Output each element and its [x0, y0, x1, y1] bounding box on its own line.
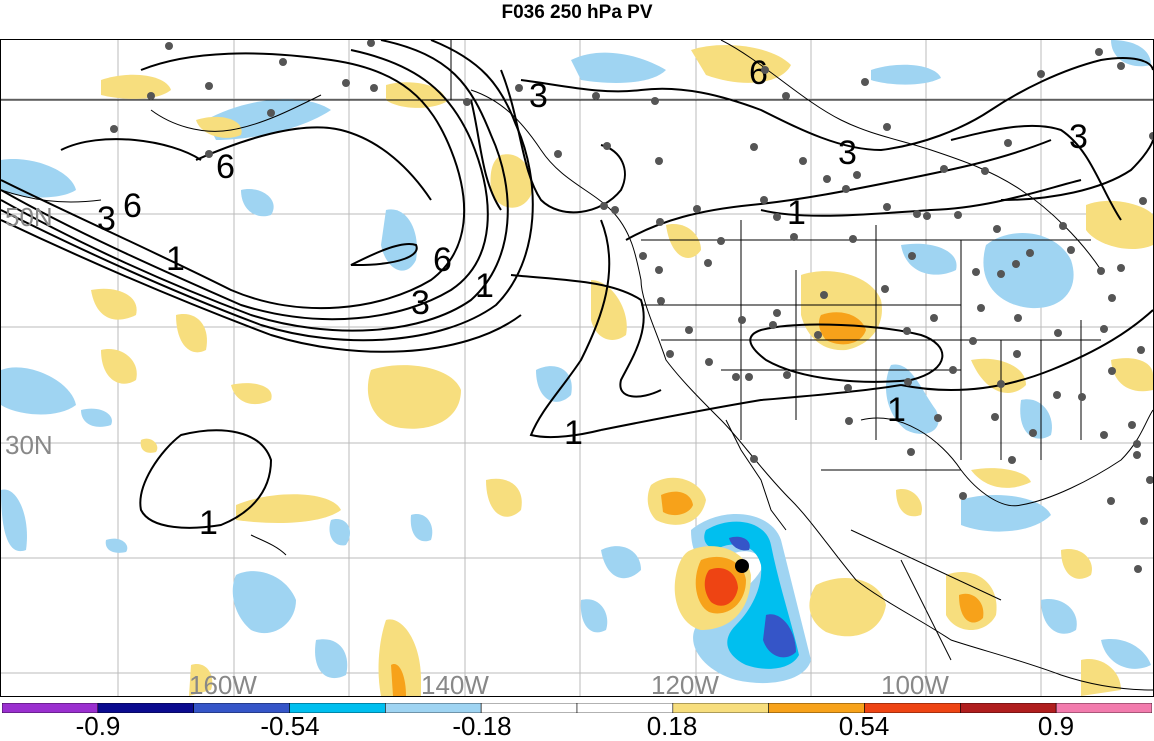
- contour-label: 1: [166, 240, 185, 278]
- pv-contours: [1, 40, 1153, 529]
- contour-label: 3: [838, 134, 857, 172]
- page-title: F036 250 hPa PV: [501, 2, 653, 23]
- pv-map: 6 3 6 3 1 6 3 1 3 6 1 3 1 1 1: [1, 40, 1153, 696]
- colorbar-tick-label: 0.54: [838, 711, 890, 741]
- colorbar-tick-label: -0.54: [260, 711, 320, 741]
- station-markers: [110, 40, 1153, 573]
- contour-label: 1: [787, 194, 806, 232]
- lon-label: 100W: [881, 670, 949, 696]
- contour-label: 6: [433, 241, 452, 279]
- contour-label: 6: [123, 187, 142, 225]
- contour-label: 1: [564, 414, 583, 452]
- lon-label: 160W: [189, 670, 257, 696]
- lon-label: 120W: [651, 670, 719, 696]
- colorbar-swatch: [1055, 703, 1152, 713]
- contour-label: 6: [216, 148, 235, 186]
- contour-label: 6: [749, 54, 768, 92]
- colorbar-tick-label: -0.18: [452, 711, 512, 741]
- contour-label: 1: [199, 504, 218, 542]
- storm-center-marker: [735, 559, 749, 573]
- colorbar-tick-label: 0.18: [646, 711, 698, 741]
- lon-label: 140W: [421, 670, 489, 696]
- coastlines: [1, 40, 1153, 691]
- colorbar-tick-label: 0.9: [1037, 711, 1075, 741]
- colorbar-labels: -0.9 -0.54 -0.18 0.18 0.54 0.9: [0, 713, 1154, 739]
- contour-label: 3: [1069, 118, 1088, 156]
- map-panel[interactable]: 6 3 6 3 1 6 3 1 3 6 1 3 1 1 1: [0, 39, 1154, 697]
- contour-label: 3: [411, 284, 430, 322]
- colorbar-tick-label: -0.9: [75, 711, 121, 741]
- pv-anomaly-shading: [1, 40, 1153, 696]
- state-borders: [1, 40, 1153, 661]
- contour-label: 1: [887, 391, 906, 429]
- contour-label: 1: [475, 267, 494, 305]
- contour-label: 3: [97, 200, 116, 238]
- lat-label: 50N: [5, 202, 53, 232]
- contour-label: 3: [529, 77, 548, 115]
- lat-label: 30N: [5, 430, 53, 460]
- contour-labels: 6 3 6 3 1 6 3 1 3 6 1 3 1 1 1: [97, 54, 1088, 542]
- colorbar: [2, 703, 1152, 713]
